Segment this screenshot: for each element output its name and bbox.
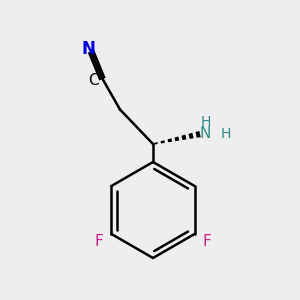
Polygon shape [154,142,158,145]
Polygon shape [175,136,179,141]
Text: N: N [199,126,211,141]
Text: N: N [82,40,95,58]
Polygon shape [182,135,186,140]
Polygon shape [188,133,194,139]
Text: F: F [203,234,212,249]
Text: C: C [88,74,99,88]
Text: H: H [201,115,211,129]
Text: F: F [94,234,103,249]
Polygon shape [196,131,201,138]
Polygon shape [167,138,172,142]
Text: H: H [221,127,231,140]
Polygon shape [160,140,165,143]
